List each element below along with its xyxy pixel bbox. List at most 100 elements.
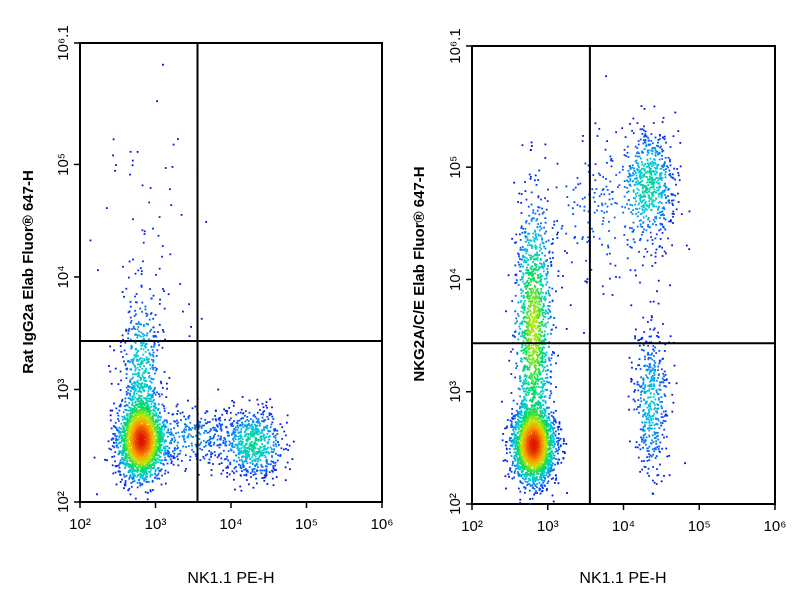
event-dot [137,409,140,412]
event-dot [133,473,136,476]
event-dot [135,414,138,417]
event-dot [183,428,186,431]
event-dot [147,491,149,494]
event-dot [157,414,160,417]
event-dot [255,417,258,420]
event-dot [136,349,139,352]
event-dot [149,461,152,463]
event-dot [141,466,143,469]
event-dot [140,407,143,410]
event-dot [245,428,247,431]
event-dot [532,418,535,421]
event-dot [120,379,122,382]
event-dot [180,460,183,462]
event-dot [143,365,145,368]
event-dot [260,454,262,457]
event-dot [167,293,170,296]
event-dot [547,480,550,483]
event-dot [244,451,246,453]
event-dot [513,426,516,429]
event-dot [129,368,132,371]
event-dot [153,342,156,344]
event-dot [187,416,190,418]
event-dot [541,479,544,482]
event-dot [257,457,259,460]
event-dot [206,422,208,425]
event-dot [249,432,252,434]
event-dot [252,468,255,470]
event-dot [253,471,256,474]
event-dot [142,408,145,411]
event-dot [135,453,138,456]
event-dot [151,353,154,356]
event-dot [126,413,128,415]
event-dot [281,438,284,440]
event-dot [149,459,152,462]
event-dot [137,431,139,434]
event-dot [152,489,154,491]
event-dot [250,476,252,478]
event-dot [137,375,140,378]
event-dot [289,468,291,471]
event-dot [256,424,259,427]
event-dot [267,418,270,420]
event-dot [139,455,142,457]
event-dot [148,376,150,379]
event-dot [527,419,530,422]
event-dot [133,445,135,448]
event-dot [172,434,175,437]
event-dot [541,458,544,461]
event-dot [261,477,264,479]
event-dot [151,480,154,483]
event-dot [547,476,550,478]
event-dot [205,410,208,413]
event-dot [246,416,249,418]
event-dot [162,463,164,465]
event-dot [167,429,170,432]
event-dot [163,453,165,456]
event-dot [254,455,257,458]
event-dot [134,422,136,424]
event-dot [139,415,141,418]
event-dot [254,424,256,426]
event-dot [214,418,217,420]
event-dot [142,401,144,404]
event-dot [239,450,242,453]
event-dot [144,449,147,452]
event-dot [276,429,279,432]
event-dot [132,405,135,407]
event-dot [152,415,155,417]
event-dot [190,442,193,445]
event-dot [519,446,522,448]
event-dot [172,455,175,458]
event-dot [129,150,132,153]
event-dot [260,465,263,468]
event-dot [207,461,210,464]
event-dot [513,417,516,420]
event-dot [164,419,166,421]
event-dot [272,484,275,487]
event-dot [148,375,151,377]
event-dot [130,399,132,401]
event-dot [544,408,547,411]
event-dot [239,424,241,427]
event-dot [254,447,257,450]
event-dot [138,465,140,468]
event-dot [173,457,176,459]
event-dot [129,397,131,400]
event-dot [140,452,143,454]
event-dot [525,465,528,468]
event-dot [143,421,146,424]
event-dot [245,469,248,471]
event-dot [134,388,137,390]
event-dot [143,334,146,337]
event-dot [153,388,156,391]
event-dot [227,434,229,437]
event-dot [132,357,135,360]
event-dot [260,451,263,454]
event-dot [119,345,122,347]
event-dot [242,445,244,448]
event-dot [240,408,243,411]
event-dot [119,473,121,476]
event-dot [137,382,140,385]
